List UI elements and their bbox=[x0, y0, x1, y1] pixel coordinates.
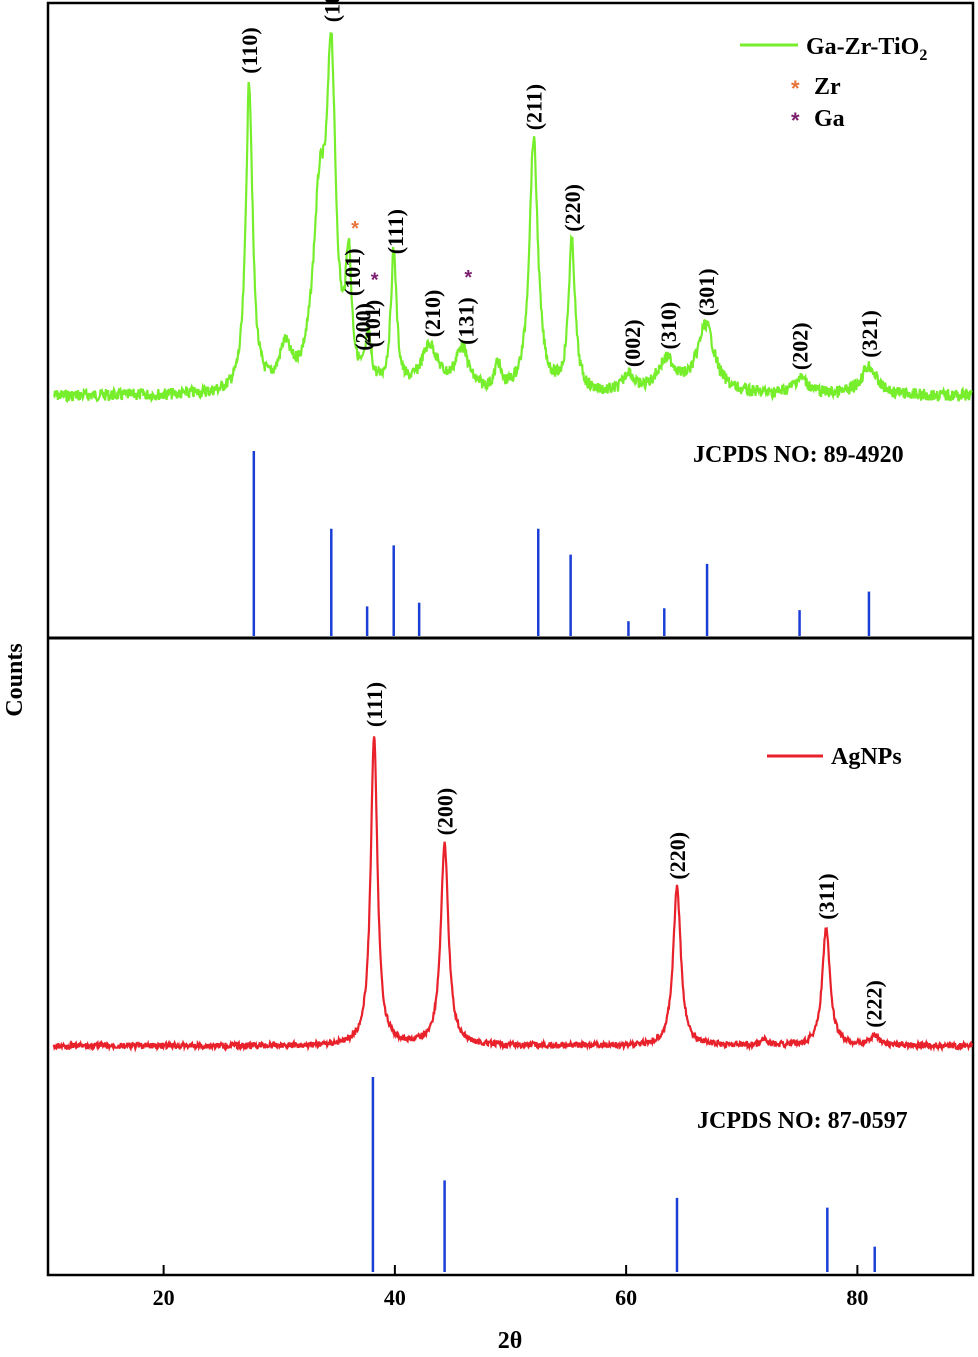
peak-marker-ga: * bbox=[371, 269, 379, 291]
peak-label: (200) bbox=[433, 788, 458, 836]
legend-label-ga-zr-tio2: Ga-Zr-TiO2 bbox=[806, 34, 927, 64]
x-tick-label: 40 bbox=[384, 1285, 406, 1310]
peak-label: (211) bbox=[522, 84, 547, 130]
x-tick-label: 80 bbox=[846, 1285, 868, 1310]
peak-labels-top: (110) (101) (101) * (101) * (200) (111) (210) (13… bbox=[237, 0, 882, 370]
legend-label-ga: Ga bbox=[814, 106, 845, 132]
peak-labels-bottom: (111) (200) (220) (311) (222) bbox=[362, 682, 887, 1028]
peak-label: (222) bbox=[862, 980, 887, 1028]
y-axis-label: Counts bbox=[2, 643, 28, 716]
peak-marker-zr: * bbox=[351, 218, 359, 240]
x-axis-label: 2θ bbox=[498, 1328, 523, 1354]
peak-label: (200) bbox=[351, 303, 376, 351]
jcpds-label-top: JCPDS NO: 89-4920 bbox=[693, 442, 904, 468]
x-tick-label: 60 bbox=[615, 1285, 637, 1310]
peak-label: (101) bbox=[360, 300, 385, 348]
legend-label-zr: Zr bbox=[814, 74, 841, 100]
x-axis-ticks: 20 40 60 80 bbox=[153, 1265, 868, 1310]
peak-label: (202) bbox=[788, 322, 813, 370]
peak-label: (002) bbox=[620, 319, 645, 367]
series-line-agnps bbox=[52, 736, 973, 1053]
peak-label: (101) bbox=[340, 248, 365, 296]
peak-label: (110) bbox=[237, 27, 262, 73]
peak-label: (220) bbox=[560, 184, 585, 232]
peak-marker-ga: * bbox=[464, 267, 472, 289]
peak-label: (301) bbox=[694, 268, 719, 316]
peak-label: (310) bbox=[656, 302, 681, 350]
series-line-ga-zr-tio2 bbox=[52, 32, 973, 404]
reference-lines-bottom bbox=[371, 1077, 876, 1272]
legend-label-agnps: AgNPs bbox=[831, 744, 902, 770]
legend-top: Ga-Zr-TiO2 * Zr * Ga bbox=[740, 34, 927, 133]
peak-label: (101) bbox=[319, 0, 344, 22]
reference-lines-top bbox=[252, 451, 871, 636]
legend-marker-zr: * bbox=[791, 76, 800, 101]
peak-label: (111) bbox=[383, 209, 408, 254]
x-tick-label: 20 bbox=[153, 1285, 175, 1310]
jcpds-label-bottom: JCPDS NO: 87-0597 bbox=[697, 1108, 908, 1134]
legend-bottom: AgNPs bbox=[767, 744, 902, 770]
legend-marker-ga: * bbox=[791, 108, 800, 133]
peak-label: (311) bbox=[814, 873, 839, 919]
peak-label: (131) bbox=[453, 297, 478, 345]
peak-label: (210) bbox=[420, 290, 445, 338]
peak-label: (111) bbox=[362, 682, 387, 727]
peak-label: (220) bbox=[665, 832, 690, 880]
peak-label: (321) bbox=[857, 310, 882, 358]
